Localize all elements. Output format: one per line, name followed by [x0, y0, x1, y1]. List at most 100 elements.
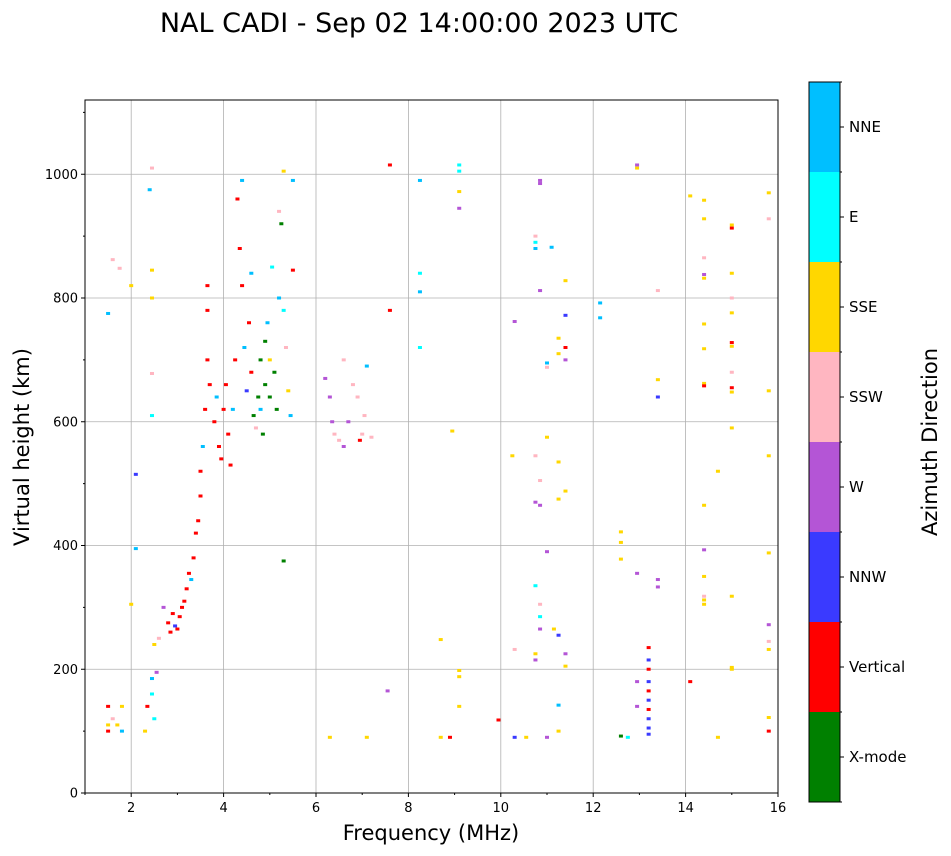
data-point-nne — [417, 178, 422, 182]
data-point-e — [281, 308, 286, 312]
data-point-ssw — [369, 435, 374, 439]
y-tick-label-2: 400 — [53, 539, 78, 554]
data-point-sse — [702, 503, 707, 507]
data-point-vertical — [646, 646, 651, 650]
data-point-sse — [152, 643, 157, 646]
data-point-nne — [147, 188, 152, 192]
data-point-vertical — [688, 680, 693, 684]
data-point-vertical — [729, 226, 734, 230]
data-point-w — [766, 623, 771, 627]
data-point-e — [152, 717, 157, 721]
data-point-w — [563, 358, 568, 362]
data-point-sse — [702, 198, 707, 202]
data-point-nne — [417, 290, 422, 294]
data-point-vertical — [219, 457, 224, 461]
data-point-w — [538, 178, 543, 182]
data-point-ssw — [702, 256, 707, 260]
data-point-nne — [200, 445, 205, 448]
data-point-sse — [115, 723, 120, 727]
data-point-ssw — [533, 454, 538, 458]
data-point-ssw — [149, 166, 154, 170]
data-point-nne — [230, 407, 235, 411]
data-point-e — [149, 692, 154, 696]
data-point-sse — [729, 665, 734, 669]
data-point-w — [545, 735, 549, 739]
data-point-nne — [364, 364, 369, 368]
data-point-w — [533, 658, 538, 662]
data-point-ssw — [277, 209, 282, 213]
data-point-sse — [715, 735, 720, 739]
data-point-nnw — [133, 472, 138, 476]
data-point-vertical — [216, 445, 221, 448]
data-point-w — [341, 445, 346, 448]
x-tick-label-1: 4 — [219, 801, 227, 816]
data-point-sse — [457, 668, 462, 672]
data-point-w — [635, 571, 640, 575]
data-point-vertical — [191, 556, 196, 560]
data-point-nnw — [646, 698, 651, 702]
data-point-ssw — [655, 289, 660, 293]
data-point-vertical — [646, 667, 651, 671]
data-point-sse — [729, 271, 734, 275]
data-point-ssw — [149, 371, 154, 375]
data-point-vertical — [175, 627, 180, 631]
data-point-sse — [563, 489, 568, 493]
data-point-x-mode — [258, 358, 263, 362]
data-point-sse — [545, 435, 549, 439]
data-point-sse — [524, 735, 529, 739]
data-point-ssw — [156, 636, 161, 640]
data-point-vertical — [646, 689, 651, 693]
data-point-vertical — [766, 729, 771, 733]
data-point-vertical — [235, 197, 240, 201]
data-point-w — [512, 320, 517, 324]
data-point-vertical — [184, 587, 189, 591]
data-point-sse — [766, 716, 771, 720]
data-point-e — [417, 346, 422, 349]
data-point-sse — [766, 389, 771, 393]
data-point-nne — [545, 361, 549, 365]
colorbar-swatch-ssw — [809, 352, 840, 442]
data-point-sse — [702, 574, 707, 578]
data-point-nnw — [173, 624, 178, 628]
data-point-sse — [729, 390, 734, 394]
data-point-sse — [364, 735, 369, 739]
data-point-sse — [688, 194, 693, 198]
data-point-nne — [258, 407, 263, 411]
data-point-ssw — [110, 258, 115, 262]
data-point-x-mode — [260, 432, 265, 436]
data-point-vertical — [212, 420, 217, 424]
data-point-nnw — [244, 389, 249, 393]
data-point-vertical — [226, 432, 231, 436]
data-point-sse — [450, 429, 455, 433]
data-point-e — [625, 735, 630, 739]
data-point-sse — [457, 190, 462, 194]
data-point-ssw — [355, 395, 360, 399]
x-tick-label-2: 6 — [312, 801, 320, 816]
data-point-vertical — [207, 383, 212, 387]
data-point-w — [702, 548, 707, 552]
data-point-w — [330, 420, 335, 424]
colorbar-label-sse: SSE — [849, 298, 878, 316]
data-point-vertical — [228, 463, 233, 467]
data-point-x-mode — [256, 395, 261, 399]
data-point-ssw — [729, 370, 734, 374]
data-point-nne — [533, 247, 538, 250]
data-point-e — [538, 615, 543, 619]
plot-frame — [84, 99, 779, 794]
colorbar-label-w: W — [849, 478, 864, 496]
data-point-x-mode — [618, 734, 623, 738]
data-point-vertical — [237, 247, 242, 250]
data-point-nne — [556, 703, 561, 707]
data-point-sse — [556, 497, 561, 501]
data-point-sse — [635, 166, 640, 170]
data-point-vertical — [729, 386, 734, 390]
data-point-x-mode — [251, 414, 256, 418]
data-point-nnw — [646, 658, 651, 662]
data-point-nne — [598, 301, 603, 305]
data-point-vertical — [646, 707, 651, 711]
data-point-ssw — [337, 438, 342, 442]
data-point-vertical — [145, 704, 150, 708]
data-point-vertical — [205, 308, 210, 312]
data-point-vertical — [205, 358, 210, 362]
data-point-w — [655, 585, 660, 589]
